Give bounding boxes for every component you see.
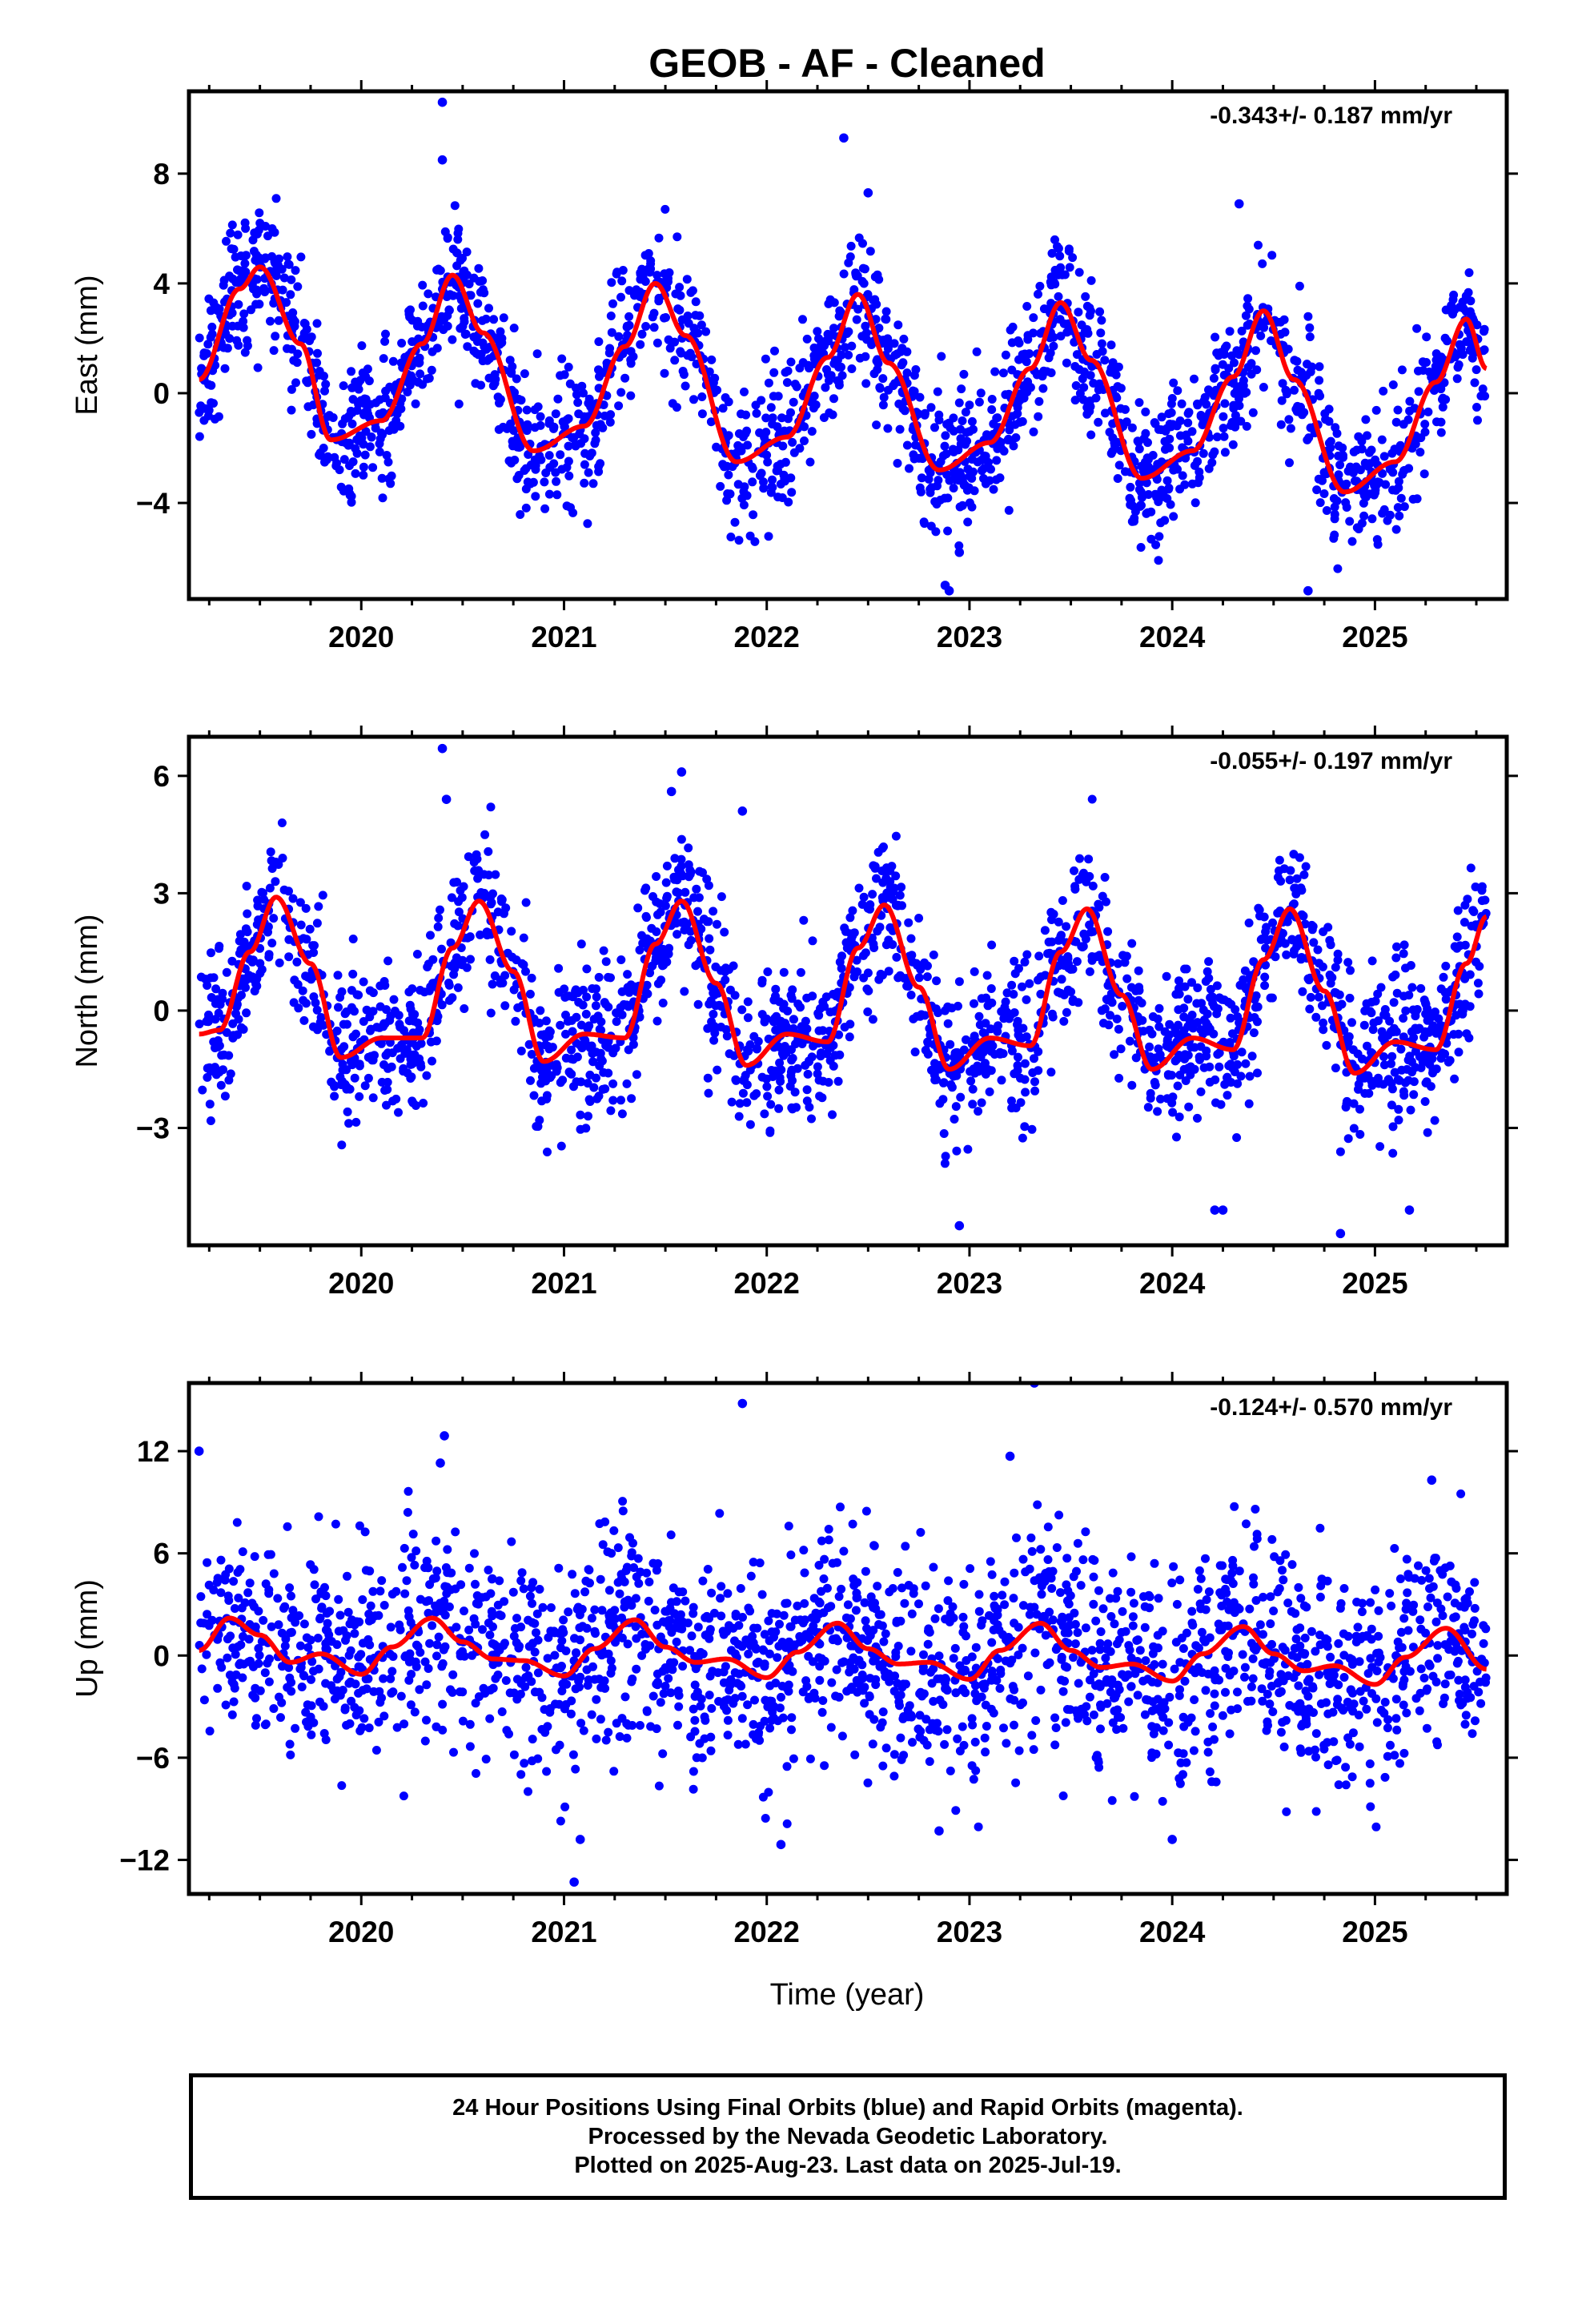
panel-2: 2020 2021 2022 2023 2024 2025 −3 0 3 6 North (mm) -… [70, 726, 1518, 1300]
outlier-point [776, 1839, 786, 1850]
outlier-point [437, 743, 448, 754]
plot-area [195, 97, 1490, 596]
x-tick-label: 2023 [937, 1916, 1002, 1948]
x-tick-label: 2025 [1342, 1916, 1407, 1948]
x-tick-label: 2022 [734, 1267, 800, 1300]
y-tick-label: 8 [153, 158, 170, 191]
y-axis-label: North (mm) [70, 914, 104, 1068]
rate-annotation: -0.124+/- 0.570 mm/yr [1210, 1394, 1452, 1421]
footer-line-3: Plotted on 2025-Aug-23. Last data on 202… [574, 2153, 1122, 2178]
outlier-point [677, 767, 687, 777]
outlier-point [569, 1877, 579, 1887]
y-tick-label: −4 [136, 487, 171, 520]
rate-annotation: -0.055+/- 0.197 mm/yr [1210, 748, 1452, 774]
panel-3: 2020 2021 2022 2023 2024 2025 −12 −6 0 6 12 Up (mm)… [70, 1372, 1518, 1948]
y-tick-label: 0 [153, 377, 170, 410]
y-axis-label: Up (mm) [70, 1579, 104, 1698]
outlier-point [1404, 1205, 1415, 1215]
footer-line-1: 24 Hour Positions Using Final Orbits (bl… [452, 2095, 1243, 2121]
plot-frame [187, 734, 1509, 1248]
x-tick-label: 2025 [1342, 1267, 1407, 1300]
outlier-point [1427, 1475, 1437, 1486]
x-tick-label: 2021 [531, 1916, 596, 1948]
outlier-point [437, 155, 448, 165]
outlier-point [1210, 1205, 1220, 1215]
outlier-point [1234, 199, 1244, 209]
x-tick-label: 2021 [531, 1267, 596, 1300]
x-tick-label: 2020 [328, 1267, 394, 1300]
outlier-point [1005, 1451, 1015, 1462]
x-tick-label: 2022 [734, 621, 800, 653]
plot-area [195, 743, 1491, 1239]
y-tick-label: −12 [119, 1844, 170, 1876]
y-axis-label: East (mm) [70, 275, 104, 415]
x-tick-label: 2020 [328, 621, 394, 653]
footer-info-box: 24 Hour Positions Using Final Orbits (bl… [189, 2073, 1507, 2200]
outlier-point [441, 794, 452, 804]
outlier-point [436, 1458, 445, 1468]
outlier-point [954, 547, 965, 557]
y-tick-label: 0 [153, 995, 170, 1027]
y-tick-label: 12 [137, 1435, 170, 1468]
rate-annotation: -0.343+/- 0.187 mm/yr [1210, 103, 1452, 129]
y-tick-label: −6 [136, 1742, 170, 1775]
outlier-point [934, 1826, 944, 1836]
data-points [195, 794, 1491, 1168]
outlier-point [1167, 1835, 1177, 1844]
outlier-point [863, 188, 873, 198]
outlier-point [440, 1431, 449, 1441]
x-tick-label: 2023 [937, 621, 1002, 653]
fit-curve [197, 1615, 1488, 1687]
outlier-point [437, 97, 448, 107]
y-tick-label: 4 [153, 267, 170, 300]
outlier-point [954, 1220, 965, 1231]
data-points [195, 194, 1490, 573]
outlier-point [194, 1446, 204, 1456]
panel-1: 2020 2021 2022 2023 2024 2025 −4 0 4 8 East (mm) -0… [70, 80, 1518, 653]
plot-frame [187, 1381, 1509, 1896]
chart-title: GEOB - AF - Cleaned [648, 41, 1045, 86]
x-tick-label: 2023 [937, 1267, 1002, 1300]
fit-curve [197, 895, 1488, 1076]
y-tick-label: 6 [153, 760, 170, 793]
x-tick-label: 2025 [1342, 621, 1407, 653]
x-tick-label: 2021 [531, 621, 596, 653]
x-axis-label: Time (year) [770, 1978, 925, 2012]
outlier-point [737, 806, 748, 816]
outlier-point [940, 581, 950, 590]
outlier-point [575, 1835, 585, 1844]
y-tick-label: −3 [136, 1112, 170, 1144]
plot-area [194, 1383, 1491, 1887]
y-tick-label: 0 [153, 1639, 170, 1672]
outlier-point [1303, 585, 1313, 596]
outlier-point [1218, 1205, 1228, 1215]
x-tick-label: 2024 [1139, 1916, 1206, 1948]
fit-curve [197, 264, 1488, 495]
data-points [195, 1486, 1491, 1831]
x-tick-label: 2024 [1139, 621, 1206, 653]
outlier-point [737, 1398, 748, 1409]
footer-line-2: Processed by the Nevada Geodetic Laborat… [588, 2124, 1108, 2149]
x-tick-label: 2022 [734, 1916, 800, 1948]
outlier-point [1335, 1228, 1346, 1239]
outlier-point [666, 786, 677, 797]
y-tick-label: 3 [153, 877, 170, 910]
y-tick-label: 6 [153, 1538, 170, 1570]
plot-frame [187, 89, 1509, 601]
x-tick-label: 2024 [1139, 1267, 1206, 1300]
x-tick-label: 2020 [328, 1916, 394, 1948]
outlier-point [839, 133, 849, 143]
